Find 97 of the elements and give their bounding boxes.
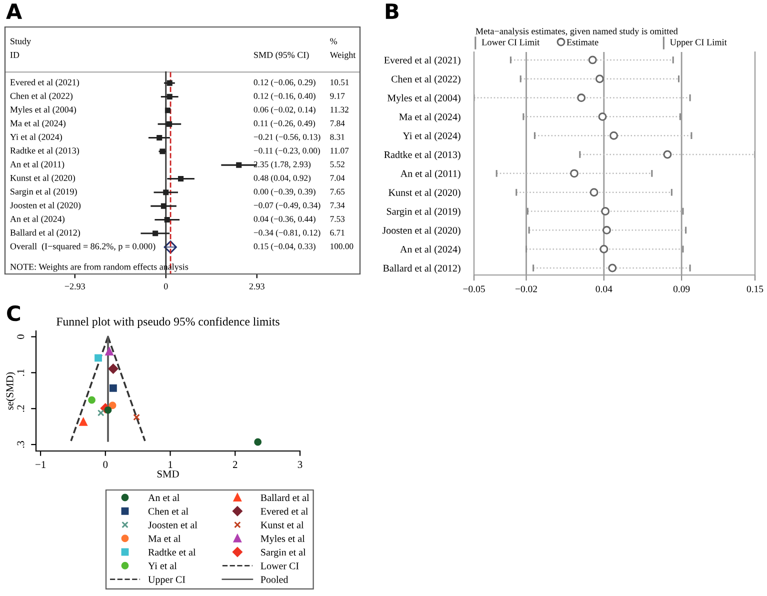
- text: %: [330, 38, 338, 44]
- text: Upper CI Limit: [670, 39, 727, 48]
- y-tick-label: An et al (2024): [400, 246, 460, 255]
- y2-tick-label: 6.71: [330, 230, 344, 236]
- x-tick-label: 1: [168, 461, 172, 468]
- x-tick-label: 0.15: [746, 286, 764, 292]
- chart-title: Meta−analysis estimates, given named study is omitted: [476, 28, 678, 36]
- y2-tick-label: 7.53: [330, 216, 345, 222]
- text: A: [6, 4, 22, 19]
- annotation: 0.48 (0.04, 0.92): [254, 174, 311, 183]
- x-tick-label: −2.93: [64, 283, 85, 290]
- text: Weight: [330, 52, 356, 60]
- y-tick-label: .3: [17, 441, 24, 448]
- annotation: −0.34 (−0.81, 0.12): [254, 230, 320, 238]
- annotation: −0.11 (−0.23, 0.00): [254, 147, 320, 156]
- text: Lower CI Limit: [482, 39, 540, 46]
- annotation: −0.21 (−0.56, 0.13): [254, 134, 320, 142]
- y2-tick-label: 100.00: [330, 243, 354, 250]
- y-tick-label: 0: [17, 334, 24, 339]
- y-tick-label: .1: [17, 369, 24, 376]
- y-tick-label: Yi et al (2024): [402, 132, 460, 142]
- text: Study: [10, 38, 32, 46]
- x-axis-title: SMD: [157, 470, 179, 478]
- y-tick-label: An et al (2011): [400, 170, 460, 180]
- annotation: 0.00 (−0.39, 0.39): [254, 188, 316, 196]
- y-tick-label: Ballard et al (2012): [10, 229, 80, 238]
- y2-tick-label: 8.31: [330, 134, 344, 140]
- y-tick-label: Ma et al (2024): [10, 120, 66, 128]
- x-tick-label: 2.93: [249, 283, 264, 290]
- legend-label: Chen et al: [148, 508, 188, 515]
- x-tick-label: 0.09: [673, 286, 690, 292]
- y-tick-label: Ballard et al (2012): [383, 264, 460, 274]
- legend-label: Upper CI: [148, 576, 186, 585]
- text: ID: [10, 52, 20, 58]
- legend-label: Estimate: [566, 39, 598, 46]
- y-tick-label: Chen et al (2022): [392, 75, 460, 84]
- y-tick-label: Sargin et al (2019): [386, 208, 460, 217]
- y-tick-label: Radtke et al (2013): [384, 151, 460, 160]
- y2-tick-label: 11.07: [330, 148, 349, 154]
- y-tick-label: Myles et al (2004): [388, 94, 460, 104]
- annotation: 0.06 (−0.02, 0.14): [254, 106, 316, 114]
- y2-tick-label: 7.04: [330, 175, 345, 181]
- y-tick-label: An et al (2024): [10, 216, 64, 224]
- annotation: 0.15 (−0.04, 0.33): [254, 243, 316, 251]
- y-axis-title: se(SMD): [6, 372, 16, 410]
- y-tick-label: Evered et al (2021): [384, 56, 460, 66]
- legend-label: Ma et al: [148, 534, 181, 542]
- annotation: −0.07 (−0.49, 0.34): [254, 202, 320, 210]
- legend-label: Pooled: [260, 576, 288, 583]
- x-tick-label: 0.04: [596, 286, 612, 292]
- y2-tick-label: 7.65: [330, 188, 345, 195]
- legend-label: Evered et al: [260, 508, 308, 515]
- legend-label: Lower CI: [260, 562, 299, 570]
- x-tick-label: 3: [298, 461, 302, 468]
- annotation: 2.35 (1.78, 2.93): [254, 161, 311, 169]
- x-tick-label: −1: [36, 461, 46, 468]
- y-tick-label: Ma et al (2024): [399, 113, 460, 122]
- y-tick-label: Sargin et al (2019): [10, 188, 77, 196]
- y-tick-label: Evered et al (2021): [10, 78, 80, 88]
- x-tick-label: 0: [103, 461, 108, 468]
- y2-tick-label: 10.51: [330, 79, 349, 86]
- y-tick-label: Kunst et al (2020): [388, 188, 460, 198]
- legend-label: Sargin et al: [261, 548, 306, 558]
- legend-label: An et al: [148, 494, 180, 502]
- x-tick-label: 2: [232, 461, 238, 468]
- legend-label: Joosten et al: [148, 521, 198, 528]
- legend-label: Yi et al: [148, 562, 177, 570]
- y-tick-label: Overall (I−squared = 86.2%, p = 0.000): [10, 242, 156, 252]
- y2-tick-label: 9.17: [330, 93, 345, 99]
- chart-title: Funnel plot with pseudo 95% confidence limits: [56, 317, 280, 328]
- y-tick-label: Yi et al (2024): [10, 134, 62, 142]
- legend-label: Ballard et al: [260, 494, 310, 502]
- x-tick-label: −0.05: [463, 286, 485, 292]
- annotation: 0.12 (−0.06, 0.29): [254, 79, 316, 87]
- annotation: 0.11 (−0.26, 0.49): [254, 120, 316, 128]
- legend-label: Kunst et al: [260, 521, 304, 528]
- y-tick-label: Joosten et al (2020): [382, 226, 460, 236]
- y-tick-label: .2: [17, 405, 24, 412]
- y2-tick-label: 7.84: [330, 120, 345, 126]
- y-tick-label: An et al (2011): [10, 160, 64, 170]
- text: SMD (95% CI): [254, 52, 309, 60]
- x-tick-label: 0: [164, 283, 168, 290]
- y2-tick-label: 7.34: [330, 202, 345, 208]
- y-tick-label: Chen et al (2022): [10, 92, 72, 101]
- annotation: 0.12 (−0.16, 0.40): [254, 92, 316, 101]
- y-tick-label: Joosten et al (2020): [10, 202, 81, 210]
- legend-label: Myles et al: [260, 534, 305, 544]
- legend-label: Radtke et al: [148, 548, 196, 556]
- y2-tick-label: 5.52: [330, 161, 344, 168]
- y2-tick-label: 11.32: [330, 106, 348, 113]
- y-tick-label: Kunst et al (2020): [10, 174, 76, 183]
- y-tick-label: Radtke et al (2013): [10, 147, 80, 156]
- text: B: [386, 4, 398, 19]
- annotation: 0.04 (−0.36, 0.44): [254, 216, 316, 224]
- text: C: [7, 305, 20, 322]
- x-tick-label: −0.02: [515, 286, 537, 292]
- y-tick-label: Myles et al (2004): [10, 106, 76, 114]
